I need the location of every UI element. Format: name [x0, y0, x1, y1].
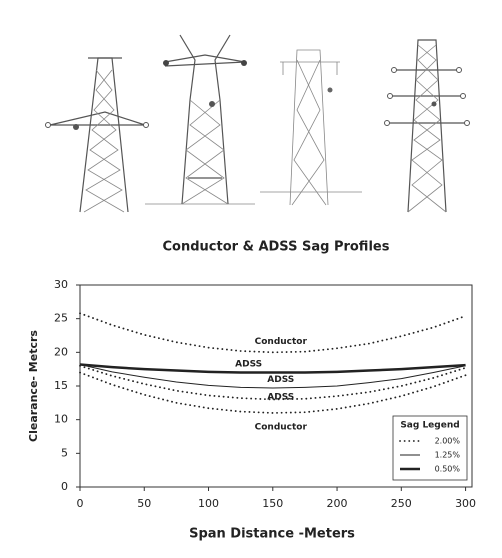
y-tick-label: 5 [61, 446, 68, 459]
y-tick-label: 0 [61, 480, 68, 493]
tower [260, 49, 362, 206]
y-tick-label: 20 [54, 345, 68, 358]
curve-label: Conductor [255, 337, 308, 347]
x-tick-label: 150 [262, 497, 283, 510]
x-axis-label: Span Distance -Meters [189, 527, 355, 542]
legend-label: 2.00% [435, 437, 461, 446]
curve-label: ADSS [267, 375, 294, 385]
sag-curve [79, 363, 466, 389]
x-tick-label: 100 [198, 497, 219, 510]
curve-label: Conductor [255, 423, 308, 433]
legend-label: 1.25% [435, 451, 461, 460]
tower-illustrations [45, 34, 470, 213]
x-tick-label: 300 [455, 497, 476, 510]
y-tick-label: 15 [54, 379, 68, 392]
x-tick-label: 250 [391, 497, 412, 510]
x-tick-label: 200 [327, 497, 348, 510]
sag-curve [79, 371, 467, 414]
y-tick-label: 25 [54, 312, 68, 325]
chart-title: Conductor & ADSS Sag Profiles [163, 240, 390, 255]
tower [45, 57, 149, 213]
tower [145, 34, 255, 205]
sag-curve [79, 364, 467, 401]
legend-title: Sag Legend [400, 421, 459, 431]
x-tick-label: 50 [137, 497, 151, 510]
y-tick-label: 10 [54, 413, 68, 426]
legend-label: 0.50% [435, 465, 461, 474]
sag-curve [79, 312, 467, 354]
curve-label: ADSS [267, 392, 294, 402]
y-tick-label: 30 [54, 278, 68, 291]
y-axis-label: Clearance- Metcrs [27, 330, 40, 442]
curve-label: ADSS [235, 359, 262, 369]
tower [384, 39, 470, 213]
sag-curve [79, 363, 466, 374]
x-tick-label: 0 [77, 497, 84, 510]
